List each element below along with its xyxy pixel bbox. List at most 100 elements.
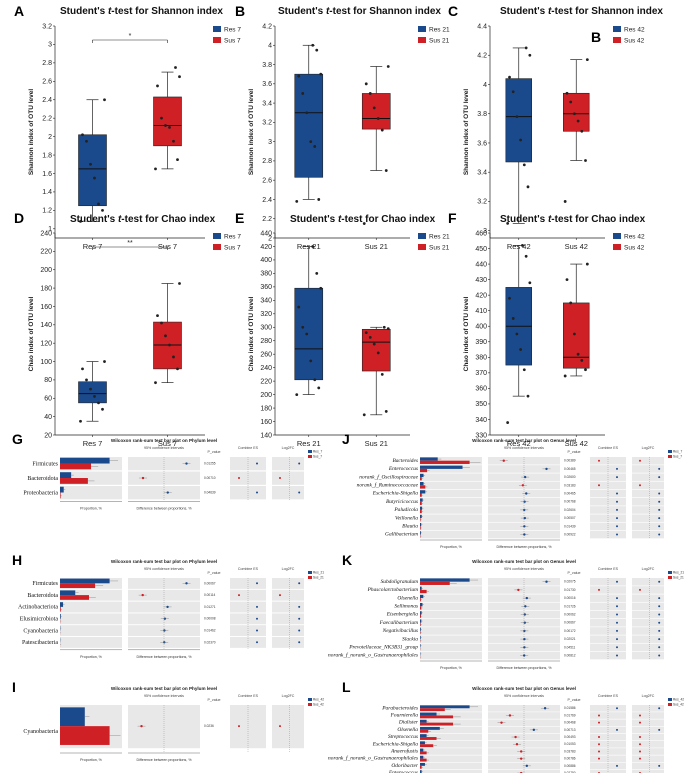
data-point xyxy=(585,262,589,266)
row-stripe xyxy=(632,719,664,727)
es-point xyxy=(616,621,618,624)
row-stripe xyxy=(60,486,122,500)
bar-group-b xyxy=(420,715,454,719)
y-tick-label: 100 xyxy=(40,359,52,366)
data-point xyxy=(372,106,376,110)
p-value: 0.00507 xyxy=(564,516,576,520)
bar-group-a xyxy=(60,578,110,584)
es-point xyxy=(616,467,618,470)
y-tick-label: 3.8 xyxy=(262,62,272,69)
data-point xyxy=(376,351,380,355)
bar-group-a xyxy=(420,482,424,486)
bar-group-a xyxy=(420,603,423,607)
lfc-point xyxy=(279,477,281,480)
p-value: 0.02604 xyxy=(564,508,576,512)
es-point xyxy=(598,714,600,717)
y-tick-label: 3.6 xyxy=(477,140,487,147)
y-tick-label: 2.6 xyxy=(262,177,272,184)
bar-group-a xyxy=(420,594,424,599)
chart-panel-H: H Wilcoxon rank-sum test bar plot on Phyl… xyxy=(12,552,324,659)
legend-swatch xyxy=(213,233,221,239)
bar-group-a xyxy=(420,578,470,582)
legend-swatch xyxy=(668,576,672,579)
lfc-point xyxy=(658,525,661,528)
x-axis-label: Difference between proportions, % xyxy=(136,507,192,511)
y-tick-label: 440 xyxy=(475,261,487,268)
data-point xyxy=(362,413,366,417)
row-stripe xyxy=(420,635,482,643)
lfc-point xyxy=(658,533,661,536)
es-point xyxy=(256,629,258,632)
bar-group-a xyxy=(420,586,422,590)
row-stripe xyxy=(632,733,664,741)
data-point xyxy=(506,421,510,424)
p-value: 0.00667 xyxy=(564,621,576,625)
row-stripe xyxy=(632,465,664,473)
lfc-point xyxy=(658,621,661,624)
p-value: 0.04511 xyxy=(564,645,576,649)
panel-letter-overlay: B xyxy=(591,29,601,45)
bar-group-a xyxy=(420,611,422,615)
legend-label: Res_42 xyxy=(313,698,324,702)
p-value: 0.02075 xyxy=(564,580,576,584)
legend-swatch xyxy=(418,233,426,239)
x-axis-label: Difference between proportions, % xyxy=(136,655,192,659)
bar-group-a xyxy=(420,619,422,623)
bar-group-a xyxy=(60,613,61,619)
diff-point xyxy=(163,617,167,620)
category-label: Subdoligranulum xyxy=(381,579,419,585)
bar-group-b xyxy=(420,744,434,748)
legend-label: Sus 21 xyxy=(429,245,450,252)
es-point xyxy=(616,646,618,649)
bar-group-a xyxy=(420,627,421,631)
y-tick-label: 360 xyxy=(260,284,272,291)
es-point xyxy=(616,525,618,528)
diff-point xyxy=(163,641,166,644)
row-stripe xyxy=(632,530,664,539)
diff-point xyxy=(185,582,188,585)
data-point xyxy=(569,301,573,305)
data-point xyxy=(295,199,299,203)
row-stripe xyxy=(420,530,482,539)
category-label: Streptococcus xyxy=(388,734,418,740)
ci-caption: 95% confidence intervals xyxy=(504,567,544,571)
y-tick-label: 240 xyxy=(260,365,272,372)
category-label: Enterococcus xyxy=(388,770,418,773)
diff-point xyxy=(525,596,529,600)
data-point xyxy=(519,348,522,351)
row-stripe xyxy=(590,635,626,643)
y-axis-label: Chao index of OTU level xyxy=(248,296,255,371)
row-stripe xyxy=(590,651,626,660)
x-axis-label: Proportion, % xyxy=(440,545,463,549)
legend-label: Res_7 xyxy=(673,450,682,454)
data-point xyxy=(311,43,315,47)
row-stripe xyxy=(632,586,664,594)
pvalue-header: P_value xyxy=(208,450,221,454)
bar-group-b xyxy=(60,478,88,484)
row-stripe xyxy=(590,755,626,763)
y-tick-label: 3.6 xyxy=(262,81,272,88)
legend-swatch xyxy=(213,37,221,43)
y-tick-label: 4.2 xyxy=(477,53,487,60)
row-stripe xyxy=(632,635,664,643)
data-point xyxy=(85,139,88,143)
p-value: 0.03183 xyxy=(564,483,576,487)
es-point xyxy=(598,484,600,487)
row-stripe xyxy=(632,514,664,522)
legend-swatch xyxy=(418,244,426,250)
category-label: Faecalibacterium xyxy=(379,620,418,626)
data-point xyxy=(154,381,157,385)
box-res-42 xyxy=(505,78,532,163)
chart-panel-E: E Student's t-test for Chao index 140 160 18… xyxy=(235,210,450,448)
category-label: Bacteroides xyxy=(392,458,418,464)
bar-group-a xyxy=(420,506,423,510)
legend-label: Res 42 xyxy=(624,234,645,241)
legend-swatch xyxy=(613,244,621,250)
data-point xyxy=(362,222,366,225)
panel-letter: F xyxy=(448,210,457,226)
y-tick-label: 140 xyxy=(260,432,272,439)
row-stripe xyxy=(420,762,482,770)
data-point xyxy=(384,410,388,413)
bar-group-a xyxy=(420,734,427,738)
data-point xyxy=(526,185,530,189)
